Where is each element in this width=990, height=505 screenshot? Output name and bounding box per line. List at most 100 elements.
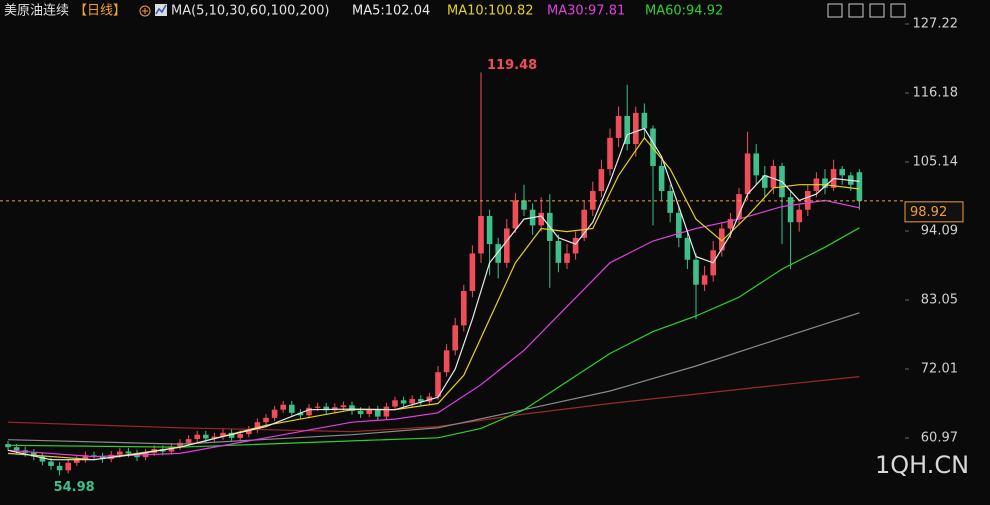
candle-body bbox=[805, 190, 811, 210]
candle-body bbox=[770, 165, 777, 188]
candle-body bbox=[538, 212, 544, 226]
candle-body bbox=[555, 240, 562, 263]
candle-body bbox=[684, 237, 691, 260]
candle-body bbox=[822, 178, 828, 188]
candle-body bbox=[220, 432, 226, 437]
candle-body bbox=[676, 212, 682, 238]
ma-line bbox=[7, 376, 860, 433]
candle-body bbox=[504, 228, 510, 263]
candle-body bbox=[495, 244, 501, 263]
candle-body bbox=[228, 432, 235, 438]
watermark: 1QH.CN bbox=[875, 451, 969, 479]
candle-body bbox=[753, 153, 759, 176]
candle-body bbox=[624, 115, 630, 145]
tool-button[interactable] bbox=[890, 3, 906, 18]
candle-body bbox=[13, 447, 20, 451]
toolbar bbox=[827, 3, 906, 18]
candle-body bbox=[203, 434, 209, 439]
candle-body bbox=[39, 456, 46, 462]
candle-body bbox=[211, 436, 218, 439]
candle-body bbox=[667, 190, 673, 213]
candle-body bbox=[65, 462, 71, 471]
ma-line bbox=[7, 227, 860, 448]
min-label: 54.98 bbox=[54, 480, 95, 495]
candle-body bbox=[719, 228, 725, 251]
candle-body bbox=[564, 253, 570, 263]
candle-body bbox=[194, 434, 200, 440]
candle-body bbox=[340, 405, 347, 408]
candle-body bbox=[633, 112, 639, 145]
candle-body bbox=[289, 404, 295, 413]
candle-body bbox=[650, 128, 656, 166]
candle-body bbox=[383, 406, 390, 417]
y-tick-label: 116.18 bbox=[913, 85, 959, 100]
candle-body bbox=[581, 209, 587, 238]
ma-line bbox=[7, 127, 860, 461]
candle-body bbox=[48, 461, 54, 466]
candle-body bbox=[366, 409, 372, 415]
candle-body bbox=[409, 399, 415, 404]
legend-entry: MA60:94.92 bbox=[645, 4, 723, 19]
chart-title: 美原油连续 bbox=[4, 3, 69, 19]
y-tick-label: 94.09 bbox=[921, 224, 958, 239]
candle-body bbox=[443, 350, 450, 373]
candle-body bbox=[469, 253, 476, 291]
candle-body bbox=[323, 406, 329, 411]
candle-body bbox=[306, 407, 312, 416]
candle-body bbox=[82, 455, 89, 460]
ma-line bbox=[7, 136, 860, 461]
period[interactable]: 【日线】 bbox=[74, 4, 126, 19]
candle-body bbox=[839, 169, 845, 176]
candle-body bbox=[237, 434, 243, 438]
candle-body bbox=[590, 190, 596, 210]
candle-body bbox=[736, 194, 742, 220]
candle-body bbox=[701, 275, 708, 285]
y-tick-label: 60.97 bbox=[921, 431, 958, 446]
candle-body bbox=[762, 175, 768, 188]
candle-body bbox=[125, 451, 132, 454]
add-icon[interactable] bbox=[139, 5, 151, 17]
tool-button[interactable] bbox=[869, 3, 885, 18]
ma-line bbox=[7, 199, 860, 458]
candle-body bbox=[727, 219, 734, 229]
candle-body bbox=[744, 153, 751, 195]
candle-body bbox=[400, 400, 407, 404]
candle-body bbox=[693, 259, 699, 285]
tool-button[interactable] bbox=[848, 3, 864, 18]
legend-entry: MA30:97.81 bbox=[547, 4, 625, 19]
candle-body bbox=[117, 451, 123, 455]
y-tick-label: 83.05 bbox=[921, 293, 958, 308]
candle-body bbox=[246, 429, 252, 435]
candle-body bbox=[607, 137, 613, 170]
candle-body bbox=[787, 197, 794, 223]
max-label: 119.48 bbox=[487, 58, 537, 73]
candle-body bbox=[658, 165, 665, 191]
last-price-label: 98.92 bbox=[910, 205, 947, 220]
candle-body bbox=[297, 412, 304, 416]
tool-button[interactable] bbox=[827, 3, 843, 18]
candle-body bbox=[478, 215, 484, 254]
candle-body bbox=[452, 325, 458, 351]
indicator-icon[interactable] bbox=[155, 4, 167, 16]
candle-body bbox=[357, 410, 364, 415]
candle-body bbox=[641, 112, 648, 129]
candle-body bbox=[263, 417, 269, 423]
last-price-box bbox=[904, 201, 964, 223]
candle-body bbox=[521, 200, 527, 210]
candle-body bbox=[796, 209, 802, 223]
candle-body bbox=[392, 400, 398, 407]
candle-body bbox=[856, 172, 863, 201]
candle-body bbox=[349, 405, 355, 411]
candle-body bbox=[435, 372, 441, 397]
candle-body bbox=[91, 455, 97, 457]
candle-body bbox=[314, 406, 321, 408]
candle-body bbox=[185, 439, 192, 443]
candle-body bbox=[375, 409, 381, 417]
candle-body bbox=[461, 290, 467, 326]
candle-body bbox=[572, 237, 579, 254]
candle-body bbox=[74, 459, 80, 463]
candle-body bbox=[280, 404, 286, 410]
y-tick-label: 127.22 bbox=[913, 16, 959, 31]
